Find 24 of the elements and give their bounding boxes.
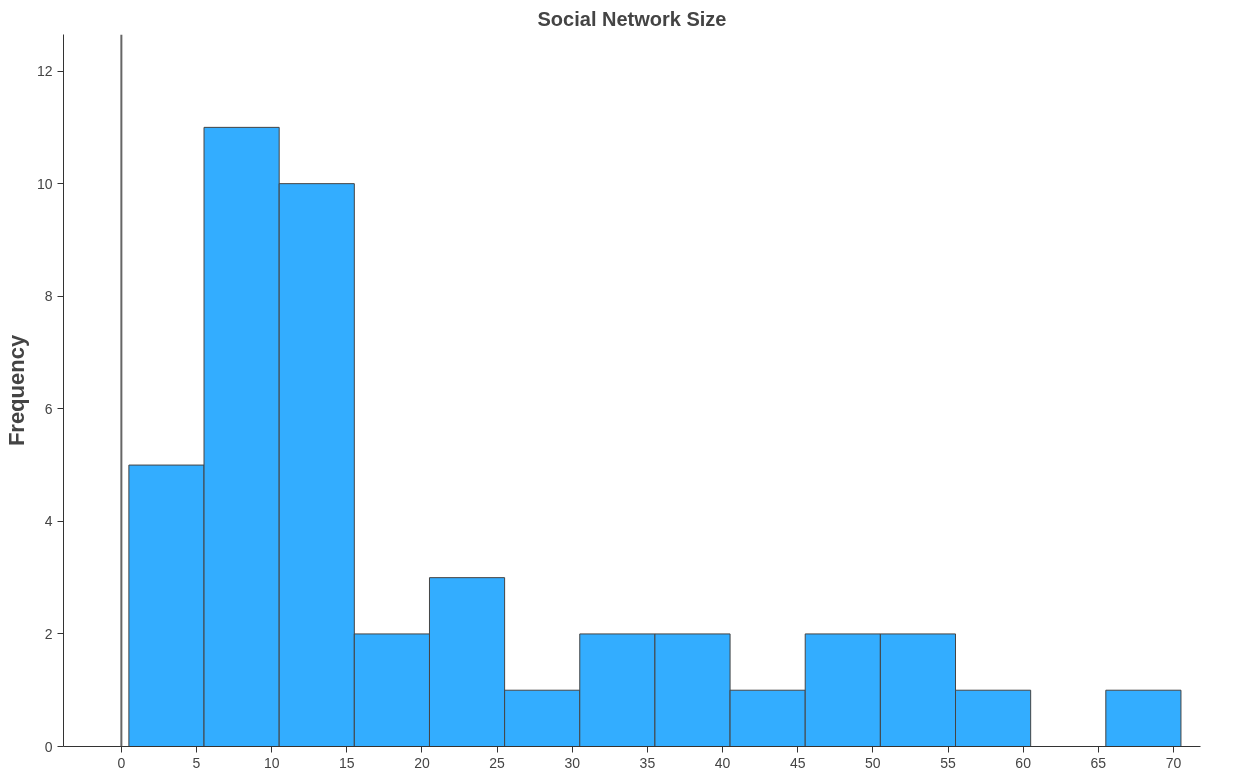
x-tick-label: 45: [789, 754, 806, 771]
y-axis-title: Frequency: [3, 334, 29, 447]
x-tick-label: 5: [192, 754, 201, 771]
y-tick-label: 6: [44, 400, 53, 417]
x-tick-label: 35: [639, 754, 656, 771]
y-tick-label: 2: [44, 625, 53, 642]
y-tick-label: 0: [44, 738, 53, 755]
x-tick-label: 60: [1015, 754, 1032, 771]
x-tick-label: 65: [1090, 754, 1107, 771]
x-tick-label: 70: [1165, 754, 1182, 771]
x-tick-label: 15: [339, 754, 355, 771]
y-tick-label: 10: [36, 175, 53, 192]
x-tick-label: 55: [940, 754, 956, 771]
x-tick-label: 25: [489, 754, 506, 771]
x-tick-label: 0: [117, 754, 126, 771]
x-tick-label: 30: [564, 754, 581, 771]
x-tick-label: 10: [263, 754, 280, 771]
y-tick-label: 12: [36, 63, 53, 80]
y-tick-label: 8: [44, 288, 53, 305]
chart-title: Social Network Size: [537, 7, 727, 30]
x-tick-label: 40: [714, 754, 731, 771]
x-tick-label: 50: [865, 754, 881, 771]
x-tick-label: 20: [414, 754, 430, 771]
y-tick-label: 4: [44, 513, 53, 530]
